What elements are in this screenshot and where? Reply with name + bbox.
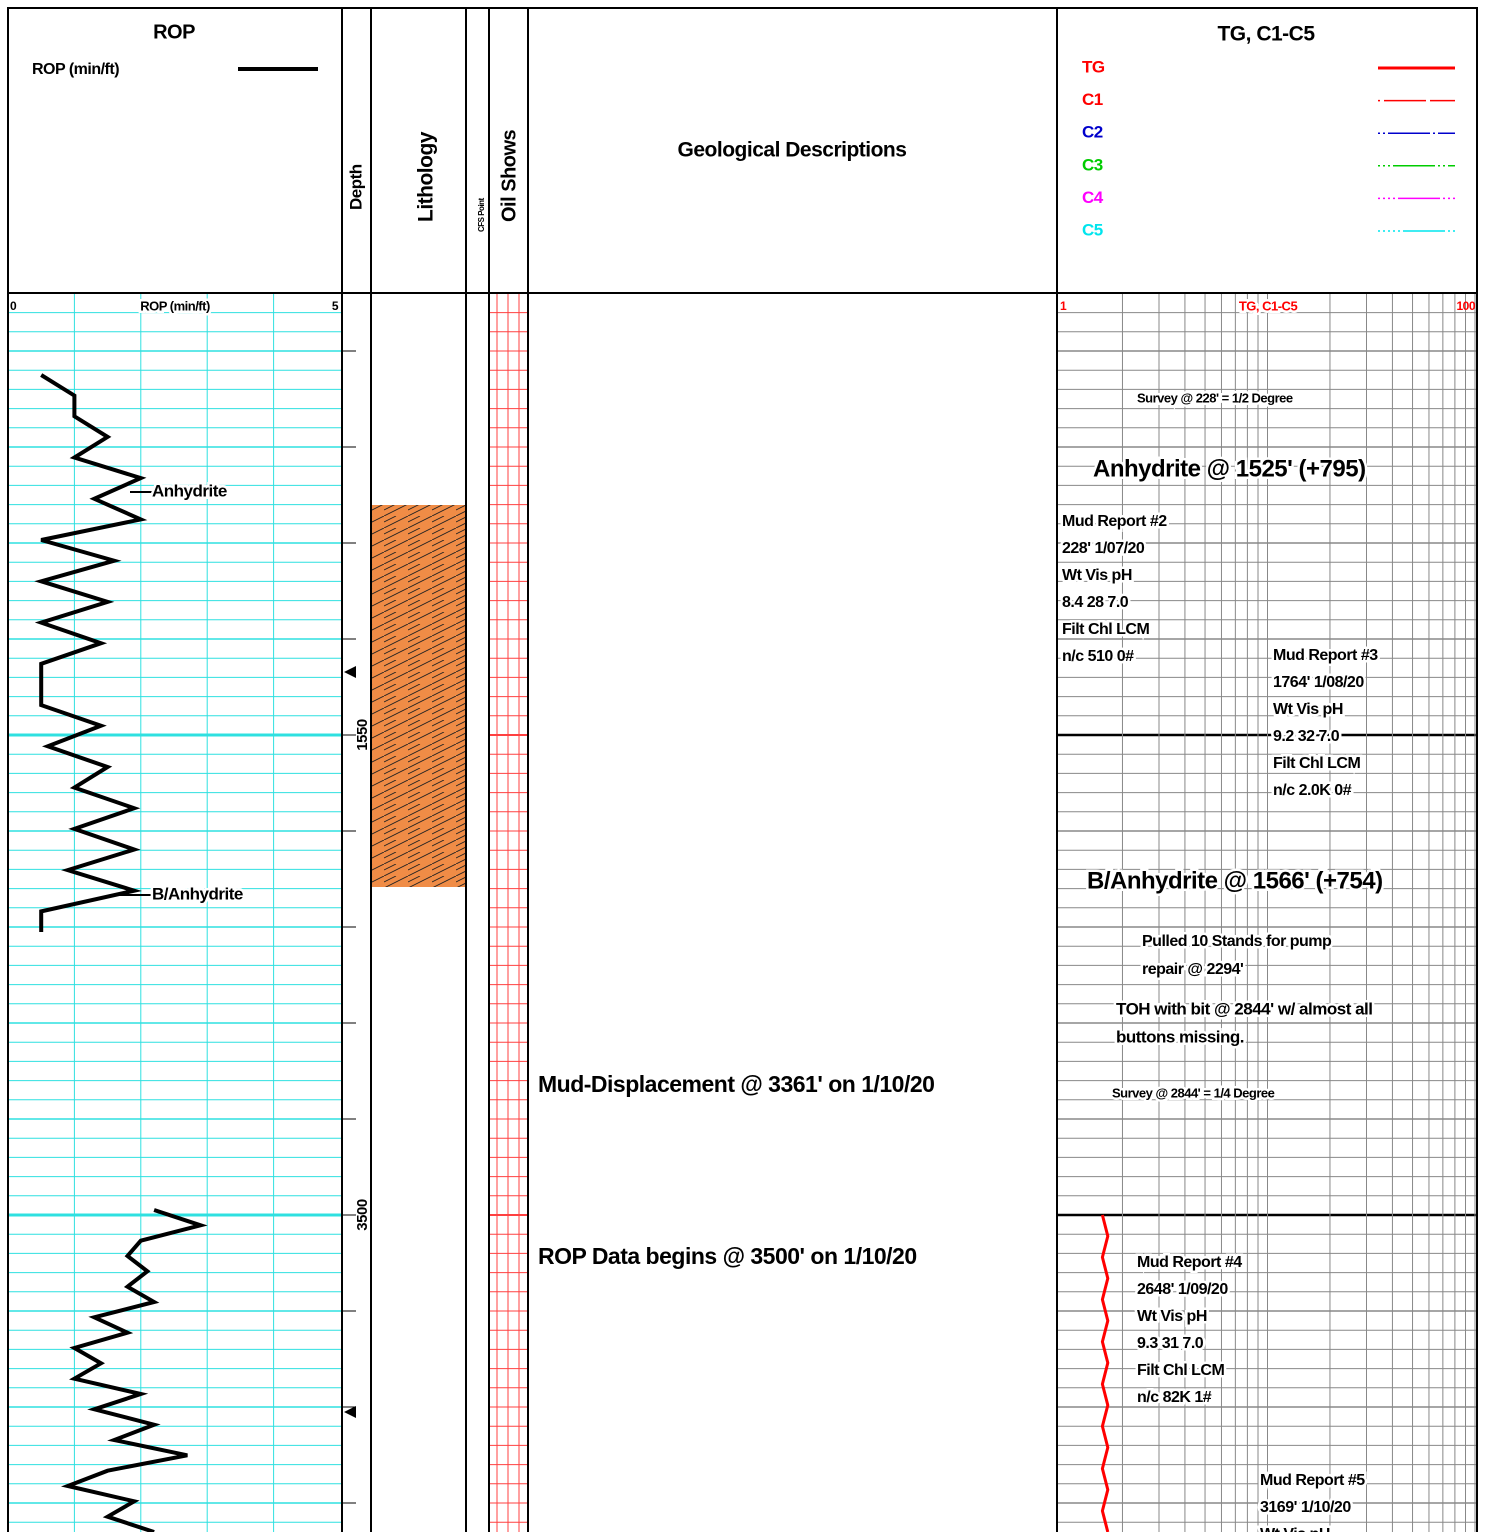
gas-title: TG, C1-C5: [1217, 23, 1315, 46]
cfs-markers: [344, 666, 356, 1418]
gas-note: TOH with bit @ 2844' w/ almost all: [1116, 999, 1372, 1018]
frame: [7, 7, 1478, 1532]
rop-legend: ROP (min/ft): [32, 61, 119, 78]
gas-note: n/c 510 0#: [1062, 648, 1134, 665]
depth-label: 3500: [354, 1199, 371, 1231]
oil-shows-header: Oil Shows: [498, 129, 520, 222]
gas-scale-max: 100: [1456, 299, 1475, 313]
gas-note: Wt Vis pH: [1260, 1526, 1330, 1532]
gas-legend-name: C4: [1082, 188, 1104, 207]
gas-note: n/c 2.0K 0#: [1273, 782, 1352, 799]
rop-annotation: Anhydrite: [152, 481, 227, 500]
gas-note: buttons missing.: [1116, 1027, 1244, 1046]
gas-legend-name: C1: [1082, 90, 1103, 109]
rop-curve: [34, 373, 148, 932]
geo-note: Mud-Displacement @ 3361' on 1/10/20: [538, 1071, 934, 1097]
rop-scale-min: 0: [10, 299, 17, 313]
gas-note: Wt Vis pH: [1062, 567, 1132, 584]
gas-note: Anhydrite @ 1525' (+795): [1093, 455, 1366, 482]
gas-note: Mud Report #4: [1137, 1254, 1242, 1271]
gas-note: Mud Report #3: [1273, 647, 1378, 664]
gas-legend-name: C3: [1082, 155, 1103, 174]
gas-note: Survey @ 228' = 1/2 Degree: [1137, 390, 1293, 405]
gas-note: 228' 1/07/20: [1062, 540, 1145, 557]
gas-note: Filt Chl LCM: [1137, 1362, 1224, 1379]
cfs-header: CFS Point: [477, 197, 486, 232]
gas-note: Pulled 10 Stands for pump: [1142, 933, 1332, 950]
rop-scale-label: ROP (min/ft): [140, 298, 210, 313]
geo-note: ROP Data begins @ 3500' on 1/10/20: [538, 1243, 917, 1269]
rop-scale-max: 5: [332, 299, 339, 313]
gas-note: Filt Chl LCM: [1062, 621, 1149, 638]
gas-legend-name: C5: [1082, 220, 1103, 239]
gas-note: 8.4 28 7.0: [1062, 594, 1129, 611]
rop-title: ROP: [153, 21, 195, 43]
gas-note: 9.3 31 7.0: [1137, 1335, 1204, 1352]
tg-curve: [1100, 1214, 1110, 1532]
rop-annotation: B/Anhydrite: [152, 884, 243, 903]
gas-note: n/c 82K 1#: [1137, 1389, 1212, 1406]
gas-note: 9.2 32 7.0: [1273, 728, 1340, 745]
gas-note: repair @ 2294': [1142, 961, 1243, 978]
gas-note: Wt Vis pH: [1137, 1308, 1207, 1325]
gas-note: Mud Report #5: [1260, 1472, 1365, 1489]
gas-note: 2648' 1/09/20: [1137, 1281, 1228, 1298]
gas-scale-label: TG, C1-C5: [1239, 298, 1298, 313]
lithology-header: Lithology: [415, 131, 438, 222]
rop-curve: [60, 1208, 208, 1532]
gas-note: Mud Report #2: [1062, 513, 1167, 530]
gas-note: B/Anhydrite @ 1566' (+754): [1087, 867, 1383, 894]
lithology-anhydrite: [372, 505, 465, 887]
gas-note: Filt Chl LCM: [1273, 755, 1360, 772]
depth-header: Depth: [346, 164, 365, 210]
depth-label: 1550: [354, 719, 371, 751]
gas-legend-name: TG: [1082, 57, 1105, 76]
geo-header: Geological Descriptions: [678, 139, 907, 162]
gas-legend-name: C2: [1082, 123, 1103, 142]
gas-note: 3169' 1/10/20: [1260, 1499, 1351, 1516]
gas-scale-min: 1: [1060, 299, 1067, 313]
gas-note: Wt Vis pH: [1273, 701, 1343, 718]
gas-note: Survey @ 2844' = 1/4 Degree: [1112, 1085, 1275, 1100]
gas-note: 1764' 1/08/20: [1273, 674, 1364, 691]
